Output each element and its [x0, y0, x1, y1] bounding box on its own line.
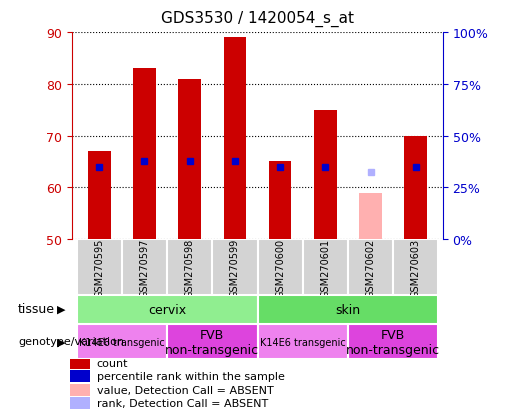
Text: GSM270601: GSM270601: [320, 238, 330, 297]
Bar: [269, 162, 291, 240]
FancyBboxPatch shape: [348, 324, 438, 359]
FancyBboxPatch shape: [393, 240, 438, 295]
Bar: [314, 110, 337, 240]
FancyBboxPatch shape: [258, 240, 303, 295]
Bar: [359, 193, 382, 240]
FancyBboxPatch shape: [212, 240, 258, 295]
Bar: [88, 152, 111, 240]
Text: rank, Detection Call = ABSENT: rank, Detection Call = ABSENT: [97, 399, 268, 408]
Text: value, Detection Call = ABSENT: value, Detection Call = ABSENT: [97, 385, 273, 395]
Text: GDS3530 / 1420054_s_at: GDS3530 / 1420054_s_at: [161, 10, 354, 26]
Bar: [224, 38, 246, 240]
Text: genotype/variation: genotype/variation: [18, 337, 124, 347]
Bar: [404, 136, 427, 240]
Text: GSM270599: GSM270599: [230, 238, 240, 297]
FancyBboxPatch shape: [77, 324, 167, 359]
Text: GSM270603: GSM270603: [411, 238, 421, 297]
Text: GSM270595: GSM270595: [94, 238, 104, 297]
Text: FVB
non-transgenic: FVB non-transgenic: [346, 328, 440, 356]
Text: ▶: ▶: [57, 337, 65, 347]
FancyBboxPatch shape: [258, 295, 438, 324]
Text: tissue: tissue: [18, 302, 55, 316]
FancyBboxPatch shape: [303, 240, 348, 295]
Bar: [133, 69, 156, 240]
Text: GSM270598: GSM270598: [185, 238, 195, 297]
FancyBboxPatch shape: [348, 240, 393, 295]
FancyBboxPatch shape: [77, 295, 258, 324]
Text: ▶: ▶: [57, 304, 65, 314]
FancyBboxPatch shape: [167, 324, 258, 359]
Bar: [178, 79, 201, 240]
FancyBboxPatch shape: [258, 324, 348, 359]
FancyBboxPatch shape: [167, 240, 212, 295]
FancyBboxPatch shape: [70, 357, 90, 369]
FancyBboxPatch shape: [70, 384, 90, 396]
Text: skin: skin: [335, 303, 360, 316]
Text: FVB
non-transgenic: FVB non-transgenic: [165, 328, 260, 356]
Text: K14E6 transgenic: K14E6 transgenic: [260, 337, 346, 347]
Text: GSM270600: GSM270600: [275, 238, 285, 297]
FancyBboxPatch shape: [70, 370, 90, 382]
Text: percentile rank within the sample: percentile rank within the sample: [97, 372, 285, 382]
FancyBboxPatch shape: [77, 240, 122, 295]
Text: count: count: [97, 358, 128, 368]
FancyBboxPatch shape: [70, 397, 90, 409]
Text: cervix: cervix: [148, 303, 186, 316]
Text: GSM270597: GSM270597: [140, 238, 149, 297]
Text: GSM270602: GSM270602: [366, 238, 375, 297]
FancyBboxPatch shape: [122, 240, 167, 295]
Text: K14E6 transgenic: K14E6 transgenic: [79, 337, 165, 347]
